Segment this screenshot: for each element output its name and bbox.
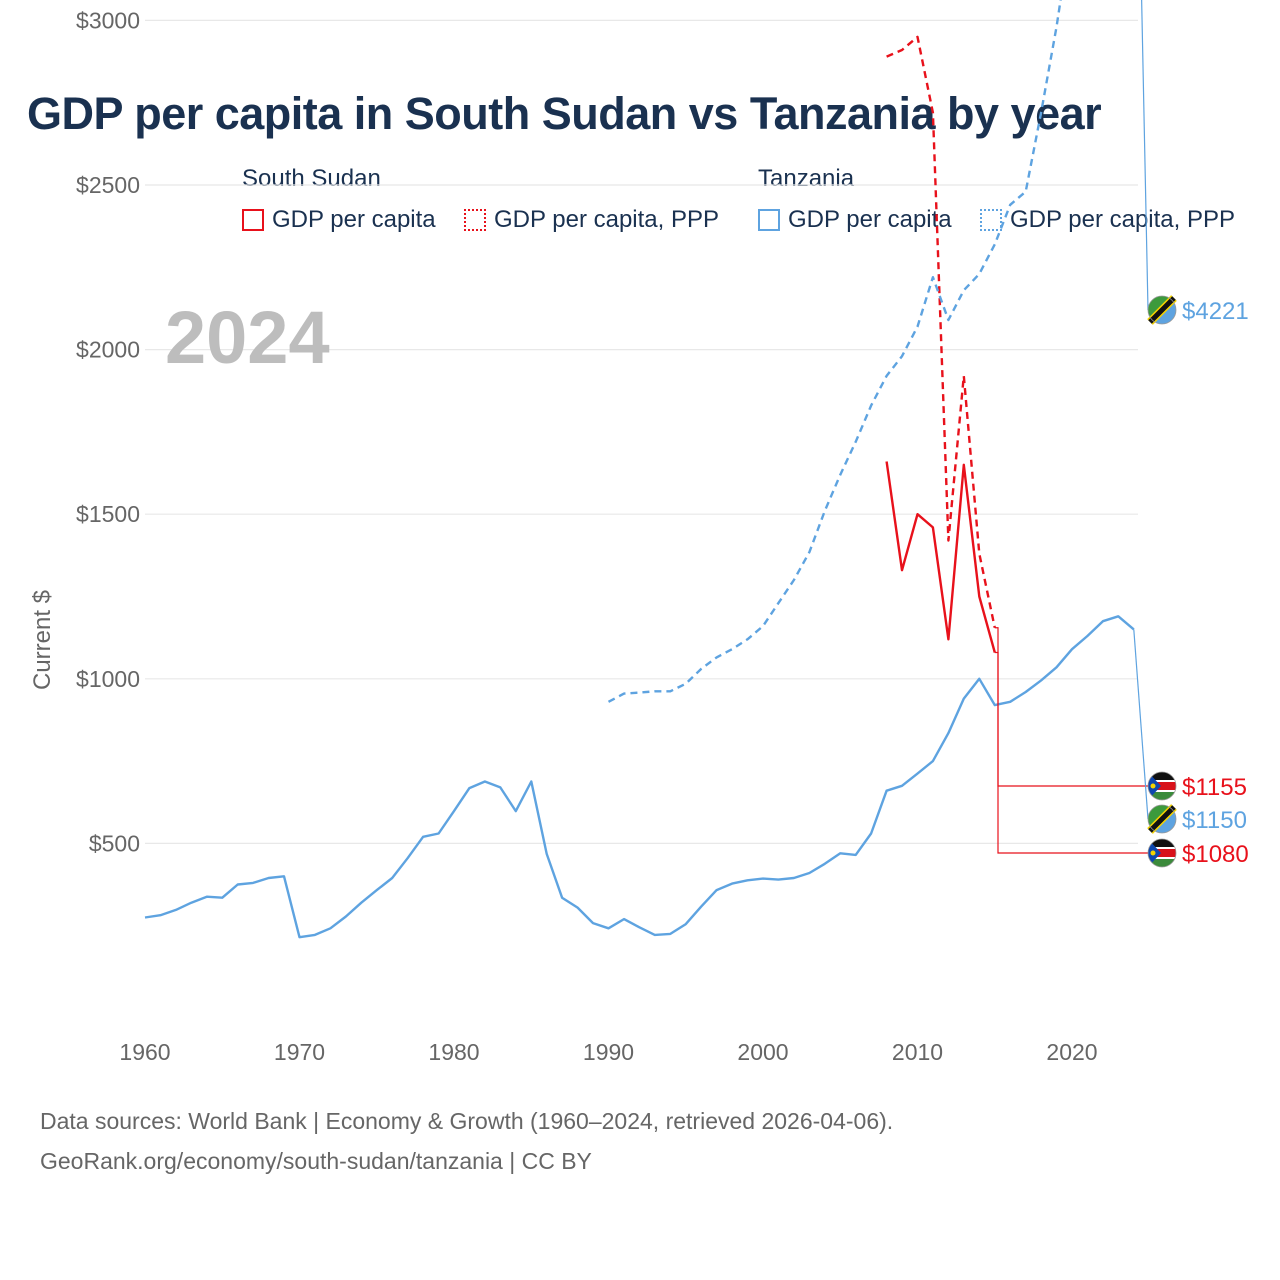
x-tick-label: 2000 — [737, 1039, 788, 1065]
end-label-connector — [1133, 629, 1149, 820]
south-sudan-flag-icon — [1147, 838, 1177, 868]
end-value-label: $1155 — [1182, 774, 1247, 801]
y-tick-label: $500 — [89, 830, 140, 856]
year-watermark: 2024 — [165, 296, 330, 379]
y-tick-label: $1000 — [76, 666, 140, 692]
legend-label: GDP per capita, PPP — [494, 206, 719, 233]
legend-label: GDP per capita — [272, 206, 436, 233]
legend-group-south-sudan: South Sudan — [242, 165, 381, 192]
end-value-label: $1080 — [1182, 841, 1249, 868]
x-tick-label: 1970 — [274, 1039, 325, 1065]
x-tick-label: 1990 — [583, 1039, 634, 1065]
legend-swatch-solid-red — [242, 209, 264, 231]
tanzania-flag-icon — [1147, 804, 1177, 834]
legend-south-sudan-gdp-ppp[interactable]: GDP per capita, PPP — [464, 206, 719, 234]
x-tick-label: 2020 — [1046, 1039, 1097, 1065]
end-value-label: $4221 — [1182, 298, 1249, 325]
y-tick-label: $3000 — [76, 7, 140, 33]
chart-title: GDP per capita in South Sudan vs Tanzani… — [27, 88, 1102, 139]
y-tick-label: $2500 — [76, 172, 140, 198]
series-line-south_sudan-solid[interactable] — [885, 461, 996, 653]
x-tick-label: 2010 — [892, 1039, 943, 1065]
legend-swatch-dotted-red — [464, 209, 486, 231]
end-label-connector — [1141, 0, 1149, 311]
x-tick-label: 1980 — [428, 1039, 479, 1065]
y-tick-label: $2000 — [76, 337, 140, 363]
footer-credit[interactable]: GeoRank.org/economy/south-sudan/tanzania… — [40, 1148, 592, 1174]
end-label-connector — [994, 651, 1148, 854]
legend-label: GDP per capita — [788, 206, 952, 233]
south-sudan-flag-icon — [1147, 771, 1177, 801]
x-tick-label: 1960 — [119, 1039, 170, 1065]
legend-tanzania-gdp[interactable]: GDP per capita — [758, 206, 952, 234]
y-tick-label: $1500 — [76, 501, 140, 527]
series-line-tanzania-solid[interactable] — [144, 615, 1135, 939]
legend-group-tanzania: Tanzania — [758, 165, 855, 192]
legend-tanzania-gdp-ppp[interactable]: GDP per capita, PPP — [980, 206, 1235, 234]
footer-sources: Data sources: World Bank | Economy & Gro… — [40, 1108, 894, 1134]
series-line-tanzania-dashed[interactable] — [607, 0, 1134, 703]
tanzania-flag-icon — [1147, 295, 1177, 325]
legend-swatch-solid-blue — [758, 209, 780, 231]
legend-label: GDP per capita, PPP — [1010, 206, 1235, 233]
y-axis-title: Current $ — [29, 590, 56, 690]
end-value-label: $1150 — [1182, 807, 1247, 834]
legend-swatch-dotted-blue — [980, 209, 1002, 231]
series-line-south_sudan-dashed[interactable] — [886, 35, 996, 629]
legend-south-sudan-gdp[interactable]: GDP per capita — [242, 206, 436, 234]
